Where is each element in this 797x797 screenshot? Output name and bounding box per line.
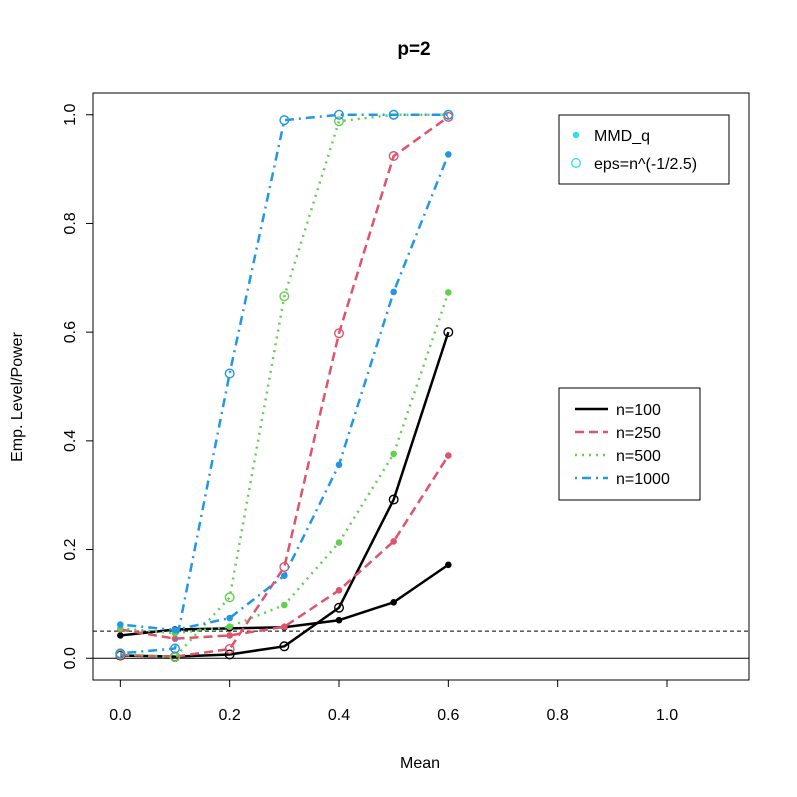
data-point [335, 461, 343, 469]
y-tick-label: 0.6 [62, 321, 79, 343]
data-point [224, 649, 235, 660]
series-n1000-open [115, 109, 454, 659]
legend-method: MMD_q eps=n^(-1/2.5) [558, 114, 730, 185]
y-tick-label: 0.8 [62, 212, 79, 234]
series-layer [115, 109, 454, 663]
series-line-n500-filled [120, 292, 450, 635]
data-point [279, 115, 290, 126]
series-line-n1000-filled [120, 153, 450, 632]
series-n100-open [115, 327, 454, 662]
y-tick-label: 0.4 [62, 430, 79, 452]
data-point [334, 109, 345, 120]
data-point [279, 291, 290, 302]
data-point [388, 494, 399, 505]
legend-label-n250: n=250 [616, 425, 661, 442]
data-point [115, 648, 126, 659]
data-point [334, 116, 345, 127]
data-point [388, 151, 399, 162]
data-point [279, 641, 290, 652]
data-point [226, 623, 233, 631]
legend-marker-filled [572, 131, 580, 139]
chart-title: p=2 [397, 39, 430, 60]
x-axis-label: Mean [400, 755, 440, 772]
data-point [443, 327, 454, 338]
series-n500-filled [117, 289, 452, 637]
data-point [334, 602, 345, 613]
data-point [390, 450, 397, 458]
data-point [171, 626, 179, 634]
plot-frame [92, 92, 750, 681]
data-point [226, 614, 233, 622]
data-point [169, 643, 180, 654]
x-tick-label: 0.2 [219, 707, 241, 724]
legend-label-n500: n=500 [616, 448, 661, 465]
y-tick-label: 0.2 [62, 538, 79, 560]
data-point [445, 452, 452, 459]
legend-marker-open [571, 158, 581, 168]
series-line-n1000-open [120, 113, 449, 655]
x-tick-label: 1.0 [656, 707, 678, 724]
legend-n-box [558, 387, 701, 501]
data-point [390, 288, 397, 296]
x-tick-label: 0.0 [109, 707, 131, 724]
data-point [445, 289, 452, 296]
legend-label-mmd: MMD_q [594, 128, 650, 145]
series-line-n250-open [120, 115, 450, 658]
reference-lines [93, 630, 749, 659]
y-tick-label: 1.0 [62, 104, 79, 126]
series-n250-filled [117, 452, 452, 642]
y-tick-label: 0.0 [62, 647, 79, 669]
data-point [335, 587, 343, 594]
data-point [390, 538, 397, 545]
y-axis-label: Emp. Level/Power [9, 331, 26, 462]
legend-label-n1000: n=1000 [616, 471, 670, 488]
legend-method-box [558, 114, 730, 185]
data-point [443, 109, 454, 120]
data-point [388, 109, 399, 120]
data-point [281, 623, 288, 631]
legend-label-n100: n=100 [616, 402, 661, 419]
series-n1000-filled [117, 151, 452, 634]
legend-label-eps: eps=n^(-1/2.5) [594, 156, 697, 173]
data-point [335, 616, 343, 624]
data-point [224, 592, 235, 603]
data-point [335, 539, 343, 546]
x-tick-label: 0.8 [547, 707, 569, 724]
data-point [281, 601, 288, 609]
data-point [117, 632, 124, 639]
data-point [390, 598, 397, 606]
x-tick-label: 0.4 [328, 707, 350, 724]
data-point [224, 368, 235, 379]
data-point [445, 561, 452, 569]
data-point [445, 151, 452, 158]
legend-n: n=100 n=250 n=500 n=1000 [558, 387, 701, 501]
data-point [226, 632, 233, 639]
data-point [281, 572, 288, 579]
data-point [224, 644, 235, 655]
x-tick-label: 0.6 [437, 707, 459, 724]
data-point [117, 621, 124, 628]
data-point [334, 328, 345, 339]
series-line-n100-open [120, 331, 450, 658]
